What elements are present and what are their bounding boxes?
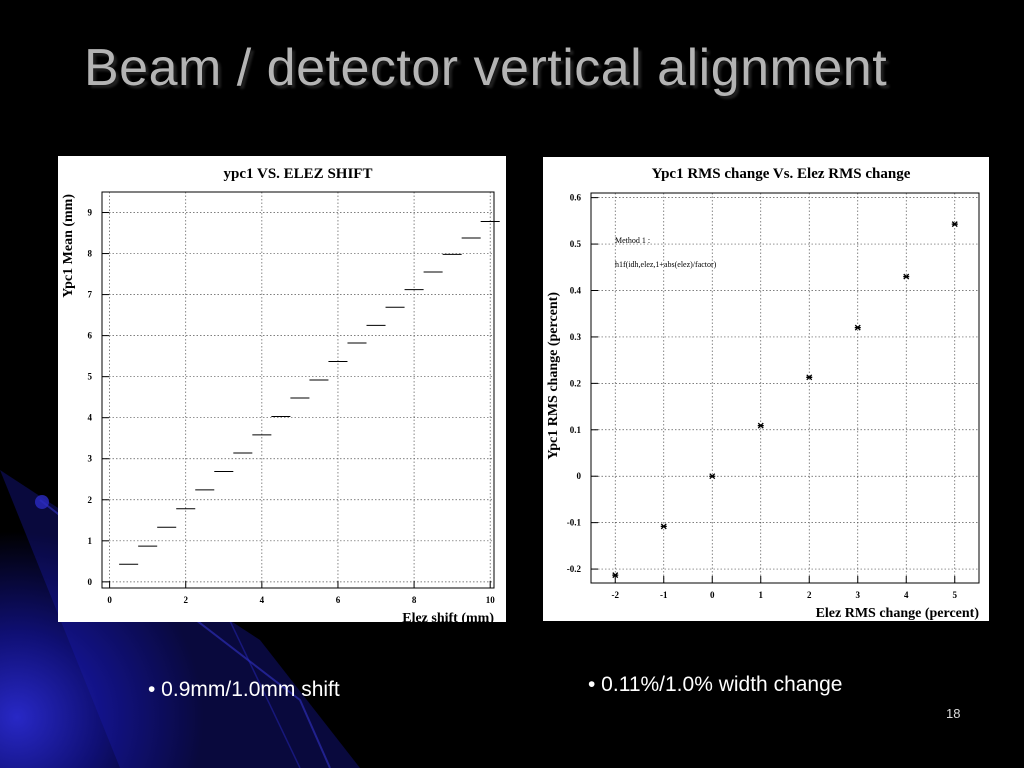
chart0-ytick-label-2: 2 bbox=[88, 495, 93, 505]
chart1-point-1 bbox=[660, 523, 667, 530]
chart1-point-7 bbox=[951, 221, 958, 228]
chart0-ylabel: Ypc1 Mean (mm) bbox=[61, 194, 76, 298]
chart0-ytick-label-3: 3 bbox=[88, 454, 93, 464]
chart1-point-5 bbox=[854, 324, 861, 331]
chart1-xtick-label-0: -2 bbox=[612, 590, 620, 600]
chart0-xtick-label-0: 0 bbox=[107, 595, 112, 605]
chart0-ytick-label-8: 8 bbox=[88, 249, 93, 259]
chart0-xtick-label-2: 4 bbox=[260, 595, 265, 605]
chart1-plot-frame bbox=[590, 192, 980, 584]
chart1-xtick-label-1: -1 bbox=[660, 590, 668, 600]
chart1-xtick-label-5: 3 bbox=[856, 590, 861, 600]
chart1-point-6 bbox=[903, 273, 910, 280]
chart1-xtick-label-3: 1 bbox=[759, 590, 764, 600]
chart1-point-2 bbox=[709, 473, 716, 480]
chart1-annotation-method: Method 1 : bbox=[615, 236, 650, 245]
chart1-title: Ypc1 RMS change Vs. Elez RMS change bbox=[652, 166, 911, 182]
chart1-xtick-label-6: 4 bbox=[904, 590, 909, 600]
chart1-annotation-formula: h1f(idh,elez,1+abs(elez)/factor) bbox=[615, 260, 717, 269]
chart0-xtick-label-5: 10 bbox=[486, 595, 496, 605]
chart1-ytick-label-6: 0.4 bbox=[570, 286, 582, 296]
bullet-shift: • 0.9mm/1.0mm shift bbox=[148, 678, 340, 701]
chart0-ytick-label-6: 6 bbox=[88, 331, 93, 341]
chart0-xtick-label-1: 2 bbox=[183, 595, 188, 605]
chart1-xtick-label-2: 0 bbox=[710, 590, 715, 600]
chart0-xtick-label-4: 8 bbox=[412, 595, 417, 605]
chart0-ytick-label-7: 7 bbox=[88, 290, 93, 300]
chart0-ytick-label-9: 9 bbox=[88, 208, 93, 218]
chart1-ytick-label-7: 0.5 bbox=[570, 239, 582, 249]
chart1-ytick-label-2: 0 bbox=[577, 471, 582, 481]
chart0-ytick-label-4: 4 bbox=[88, 413, 93, 423]
slide-title: Beam / detector vertical alignment bbox=[84, 39, 888, 97]
chart0-ytick-label-5: 5 bbox=[88, 372, 93, 382]
chart0-title: ypc1 VS. ELEZ SHIFT bbox=[224, 166, 373, 182]
chart0-xlabel: Elez shift (mm) bbox=[402, 611, 494, 622]
chart1-xtick-label-7: 5 bbox=[953, 590, 958, 600]
chart1-ytick-label-0: -0.2 bbox=[567, 564, 582, 574]
chart1-point-3 bbox=[757, 422, 764, 429]
chart1-ytick-label-4: 0.2 bbox=[570, 378, 582, 388]
chart1-ytick-label-3: 0.1 bbox=[570, 425, 582, 435]
chart1-ytick-label-1: -0.1 bbox=[567, 518, 582, 528]
chart-panel-ypc1-mean: ypc1 VS. ELEZ SHIFT 0 2 4 6 8 10 0 1 2 3 4 5 6 7 8 9 Elez… bbox=[58, 156, 506, 622]
chart-panel-rms-change: Ypc1 RMS change Vs. Elez RMS change -2 -1 0… bbox=[543, 157, 989, 621]
chart1-xlabel: Elez RMS change (percent) bbox=[816, 606, 980, 621]
chart0-plot-frame bbox=[101, 191, 495, 589]
chart0-xtick-label-3: 6 bbox=[336, 595, 341, 605]
chart1-xtick-label-4: 2 bbox=[807, 590, 812, 600]
chart1-point-4 bbox=[806, 374, 813, 381]
chart-ypc1-mean-vs-elez-shift: ypc1 VS. ELEZ SHIFT 0 2 4 6 8 10 0 1 2 3 4 5 6 7 8 9 Elez… bbox=[61, 166, 500, 622]
chart-rms-change: Ypc1 RMS change Vs. Elez RMS change -2 -1 0… bbox=[546, 166, 980, 621]
chart1-ytick-label-5: 0.3 bbox=[570, 332, 582, 342]
bullet-width-change: • 0.11%/1.0% width change bbox=[588, 673, 843, 696]
chart1-ylabel: Ypc1 RMS change (percent) bbox=[546, 292, 561, 460]
slide-number: 18 bbox=[946, 706, 961, 721]
chart0-ytick-label-0: 0 bbox=[88, 577, 93, 587]
chart1-ytick-label-8: 0.6 bbox=[570, 193, 582, 203]
chart1-point-0 bbox=[612, 572, 619, 579]
chart0-ytick-label-1: 1 bbox=[88, 536, 93, 546]
